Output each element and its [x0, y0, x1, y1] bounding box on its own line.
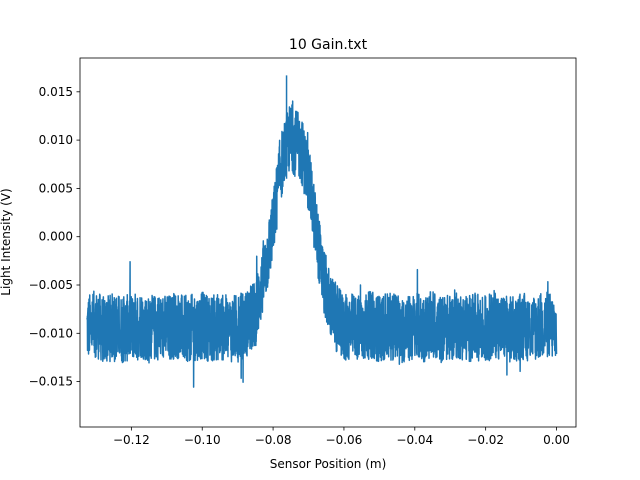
y-tick-label: −0.005: [29, 278, 73, 292]
x-tick-label: −0.12: [113, 433, 150, 447]
y-axis-label: Light Intensity (V): [0, 188, 13, 295]
y-tick-label: 0.015: [39, 85, 73, 99]
y-tick-label: −0.010: [29, 326, 73, 340]
x-axis: −0.12 −0.10 −0.08 −0.06 −0.04 −0.02 0.00: [113, 427, 570, 447]
x-axis-label: Sensor Position (m): [270, 457, 387, 471]
series-line: [86, 75, 558, 388]
x-tick-label: −0.08: [255, 433, 292, 447]
x-tick-label: 0.00: [543, 433, 570, 447]
plot-area: [80, 58, 576, 427]
y-tick-label: 0.005: [39, 181, 73, 195]
x-tick-label: −0.10: [184, 433, 221, 447]
axes-frame: [79, 57, 577, 428]
x-tick-label: −0.02: [467, 433, 504, 447]
y-axis: −0.015 −0.010 −0.005 0.000 0.005 0.010 0.015: [29, 85, 80, 389]
y-tick-label: 0.010: [39, 133, 73, 147]
x-tick-label: −0.04: [396, 433, 433, 447]
y-tick-label: −0.015: [29, 375, 73, 389]
chart-title: 10 Gain.txt: [289, 37, 368, 53]
y-tick-label: 0.000: [39, 230, 73, 244]
series-layer: [86, 75, 558, 388]
x-tick-label: −0.06: [326, 433, 363, 447]
